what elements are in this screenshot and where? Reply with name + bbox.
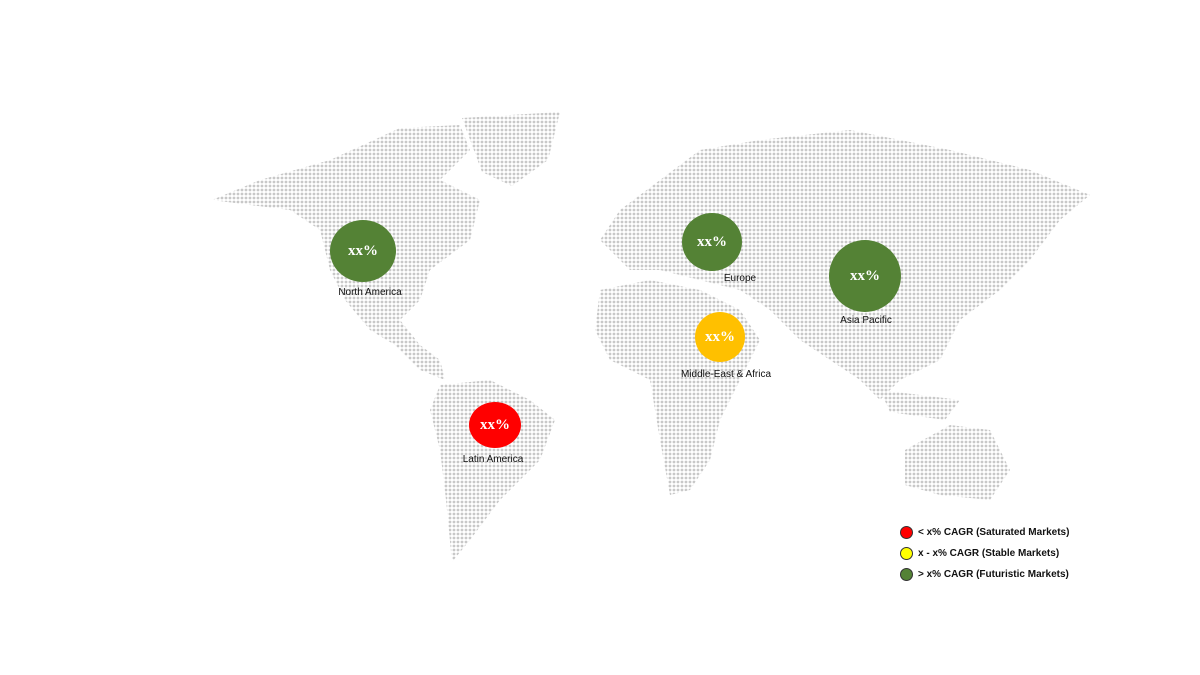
latin-america-label: Latin America: [462, 454, 524, 465]
europe-bubble: xx%: [682, 213, 742, 271]
europe-label: Europe: [723, 273, 757, 284]
latin-america-bubble: xx%: [469, 402, 521, 448]
south-america-landmass: [430, 380, 555, 562]
red-dot-icon: [900, 526, 913, 539]
asia-pacific-bubble: xx%: [829, 240, 901, 312]
north-america-label: North America: [338, 287, 402, 298]
africa-landmass: [595, 280, 760, 495]
legend: < x% CAGR (Saturated Markets) x - x% CAG…: [900, 522, 1069, 585]
legend-item-stable: x - x% CAGR (Stable Markets): [900, 543, 1069, 564]
legend-item-futuristic: > x% CAGR (Futuristic Markets): [900, 564, 1069, 585]
north-america-bubble: xx%: [330, 220, 396, 282]
green-dot-icon: [900, 568, 913, 581]
asia-pacific-label: Asia Pacific: [840, 315, 892, 326]
australia-landmass: [905, 425, 1010, 500]
middle-east-africa-bubble: xx%: [695, 312, 745, 362]
indonesia-landmass: [880, 390, 960, 420]
greenland-landmass: [462, 112, 560, 186]
legend-item-saturated: < x% CAGR (Saturated Markets): [900, 522, 1069, 543]
yellow-dot-icon: [900, 547, 913, 560]
middle-east-africa-label: Middle-East & Africa: [680, 369, 772, 380]
